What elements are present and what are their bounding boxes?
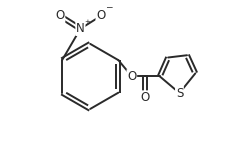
- Text: O: O: [55, 9, 65, 22]
- Text: N: N: [76, 22, 85, 35]
- Text: S: S: [176, 86, 183, 100]
- Text: +: +: [85, 19, 90, 24]
- Text: O: O: [141, 91, 150, 104]
- Text: −: −: [105, 2, 113, 11]
- Text: O: O: [127, 70, 136, 83]
- Text: O: O: [96, 9, 105, 22]
